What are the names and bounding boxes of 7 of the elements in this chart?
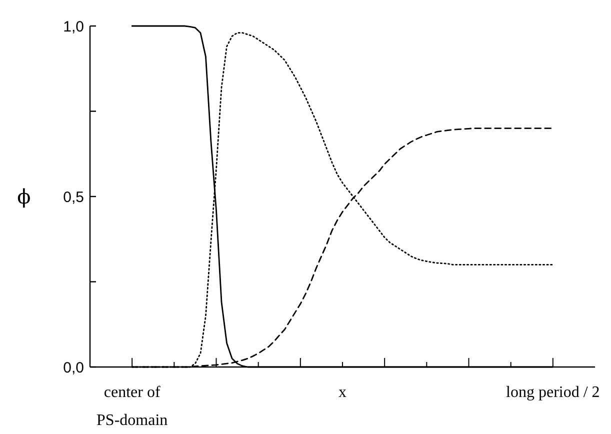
x-axis-title: x bbox=[338, 384, 346, 401]
y-tick-label: 0,0 bbox=[63, 359, 84, 376]
y-tick-label: 0,5 bbox=[63, 188, 84, 206]
x-tick-label: center of PS-domain bbox=[96, 384, 168, 429]
y-axis-title: ϕ bbox=[17, 184, 31, 208]
y-tick-label: 1,0 bbox=[63, 18, 84, 36]
x-tick-label: long period / 2 bbox=[506, 384, 600, 401]
